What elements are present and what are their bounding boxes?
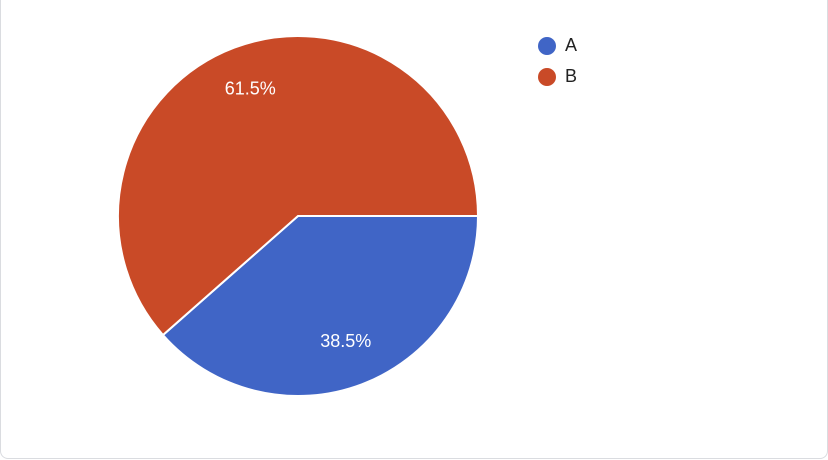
slice-label: 61.5% <box>225 78 276 98</box>
legend-marker <box>538 68 556 86</box>
pie-slice <box>117 35 480 337</box>
slice-label: 38.5% <box>320 331 371 351</box>
legend-label: B <box>565 66 577 86</box>
legend-marker <box>538 37 556 55</box>
legend-label: A <box>565 35 577 55</box>
pie-slice <box>161 215 480 397</box>
